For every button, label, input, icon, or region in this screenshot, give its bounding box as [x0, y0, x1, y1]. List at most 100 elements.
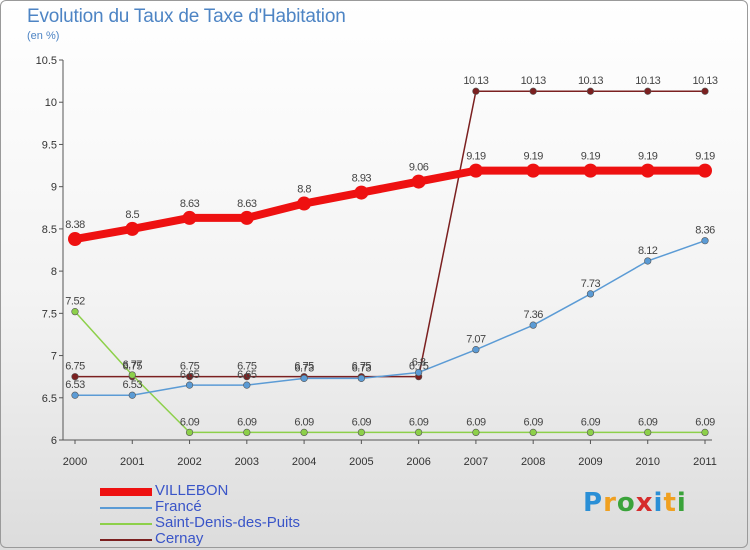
data-point-cernay [472, 87, 480, 95]
x-tick-label: 2007 [464, 456, 488, 468]
data-point-cernay [701, 87, 709, 95]
data-point-saint-denis-des-puits [185, 428, 194, 437]
data-point-villebon [468, 163, 483, 178]
logo-letter: x [635, 488, 654, 518]
legend-swatch [100, 523, 152, 525]
data-point-saint-denis-des-puits [586, 428, 595, 437]
data-label-villebon: 8.8 [297, 184, 311, 196]
data-point-villebon [68, 232, 82, 247]
data-label-cernay: 10.13 [635, 75, 660, 87]
logo-letter: P [583, 488, 604, 518]
data-point-saint-denis-des-puits [357, 428, 365, 437]
legend-swatch [100, 507, 152, 509]
data-label-saint-denis-des-puits: 6.09 [581, 416, 601, 428]
data-label-saint-denis-des-puits: 6.09 [180, 416, 200, 428]
data-point-franc- [472, 346, 480, 354]
logo-letter: o [616, 488, 636, 518]
y-tick-label: 7 [51, 351, 57, 363]
data-label-cernay: 6.75 [180, 361, 200, 373]
data-label-saint-denis-des-puits: 6.09 [523, 416, 543, 428]
data-label-franc-: 6.73 [352, 362, 372, 374]
legend-label: Francé [155, 498, 202, 515]
data-point-villebon [125, 221, 140, 236]
data-point-saint-denis-des-puits [71, 308, 79, 316]
data-point-saint-denis-des-puits [243, 428, 251, 437]
series-line-villebon [71, 166, 709, 244]
data-label-villebon: 8.93 [352, 173, 372, 185]
logo-letter: t [663, 488, 677, 518]
data-point-cernay [185, 373, 194, 381]
x-tick-label: 2001 [120, 456, 144, 468]
legend-label: VILLEBON [155, 482, 229, 499]
y-tick-label: 10 [45, 97, 57, 109]
data-label-cernay: 6.75 [409, 361, 429, 373]
data-label-cernay: 6.75 [294, 361, 314, 373]
data-label-franc-: 6.53 [65, 379, 85, 391]
data-point-villebon [583, 163, 598, 178]
data-label-franc-: 7.07 [466, 334, 486, 346]
data-point-franc- [644, 257, 652, 265]
legend-label: Saint-Denis-des-Puits [155, 514, 301, 531]
chart-title: Evolution du Taux de Taxe d'Habitation [27, 6, 346, 27]
data-point-villebon [526, 163, 541, 178]
data-point-villebon [354, 185, 369, 200]
data-label-franc-: 6.8 [412, 356, 426, 368]
x-tick-label: 2000 [63, 456, 87, 468]
data-point-franc- [415, 368, 423, 377]
data-point-franc- [701, 237, 709, 245]
data-label-villebon: 9.19 [695, 151, 715, 163]
x-tick-label: 2006 [406, 456, 430, 468]
data-point-franc- [243, 381, 251, 389]
data-label-franc-: 7.73 [581, 278, 601, 290]
data-label-cernay: 6.75 [123, 361, 143, 373]
data-label-villebon: 9.19 [581, 151, 601, 163]
data-label-saint-denis-des-puits: 6.09 [638, 416, 658, 428]
x-tick-label: 2002 [177, 456, 201, 468]
logo-letter: i [676, 488, 687, 518]
data-label-franc-: 8.12 [638, 245, 658, 257]
legend-swatch [100, 539, 152, 541]
data-label-franc-: 6.65 [180, 369, 200, 381]
data-point-villebon [182, 210, 197, 225]
x-tick-label: 2003 [235, 456, 259, 468]
y-tick-label: 10.5 [36, 55, 57, 67]
data-point-villebon [640, 163, 655, 178]
data-point-franc- [300, 374, 308, 382]
y-tick-label: 9.5 [42, 139, 57, 151]
proxiti-logo: Proxiti [583, 488, 687, 518]
data-label-villebon: 8.63 [180, 198, 200, 210]
data-label-franc-: 6.53 [123, 379, 143, 391]
x-tick-label: 2005 [349, 456, 373, 468]
data-point-villebon [239, 210, 254, 225]
data-label-cernay: 10.13 [578, 75, 603, 87]
chart-subtitle: (en %) [27, 30, 60, 42]
legend-label: Cernay [155, 530, 204, 547]
data-label-franc-: 6.65 [237, 369, 257, 381]
data-label-saint-denis-des-puits: 6.09 [352, 416, 372, 428]
data-point-saint-denis-des-puits [644, 428, 652, 437]
data-point-cernay [586, 87, 595, 95]
logo-letter: i [653, 488, 664, 518]
y-tick-label: 8 [51, 266, 57, 278]
data-point-villebon [698, 163, 712, 178]
series-line-cernay [74, 90, 706, 378]
data-point-villebon [411, 174, 426, 189]
y-tick-label: 6 [51, 435, 57, 447]
data-point-cernay [529, 87, 537, 95]
data-label-cernay: 6.75 [352, 361, 372, 373]
legend-swatch [100, 488, 152, 496]
data-point-cernay [243, 373, 251, 381]
data-label-cernay: 10.13 [692, 75, 717, 87]
data-point-cernay [644, 87, 652, 95]
data-label-villebon: 9.06 [409, 162, 429, 174]
data-label-saint-denis-des-puits: 7.52 [65, 296, 85, 308]
data-point-saint-denis-des-puits [472, 428, 480, 437]
data-label-cernay: 10.13 [521, 75, 546, 87]
logo-letter: r [603, 488, 617, 518]
data-point-franc- [71, 391, 79, 399]
data-label-cernay: 6.75 [237, 361, 257, 373]
data-point-saint-denis-des-puits [415, 428, 423, 437]
data-label-franc-: 6.73 [294, 362, 314, 374]
data-label-villebon: 9.19 [638, 151, 658, 163]
